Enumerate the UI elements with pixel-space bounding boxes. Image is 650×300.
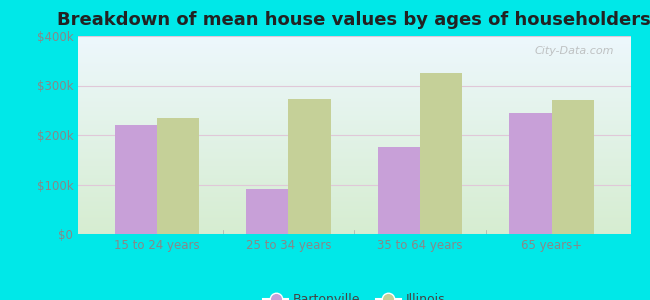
Bar <box>115 125 157 234</box>
Title: Breakdown of mean house values by ages of householders: Breakdown of mean house values by ages o… <box>57 11 650 29</box>
Legend: Bartonville, Illinois: Bartonville, Illinois <box>258 288 450 300</box>
Text: City-Data.com: City-Data.com <box>534 46 614 56</box>
Bar <box>246 190 289 234</box>
Bar <box>157 118 199 234</box>
Bar <box>289 99 331 234</box>
Bar <box>420 73 462 234</box>
Bar <box>510 113 552 234</box>
Bar <box>378 147 420 234</box>
Bar <box>552 100 593 234</box>
